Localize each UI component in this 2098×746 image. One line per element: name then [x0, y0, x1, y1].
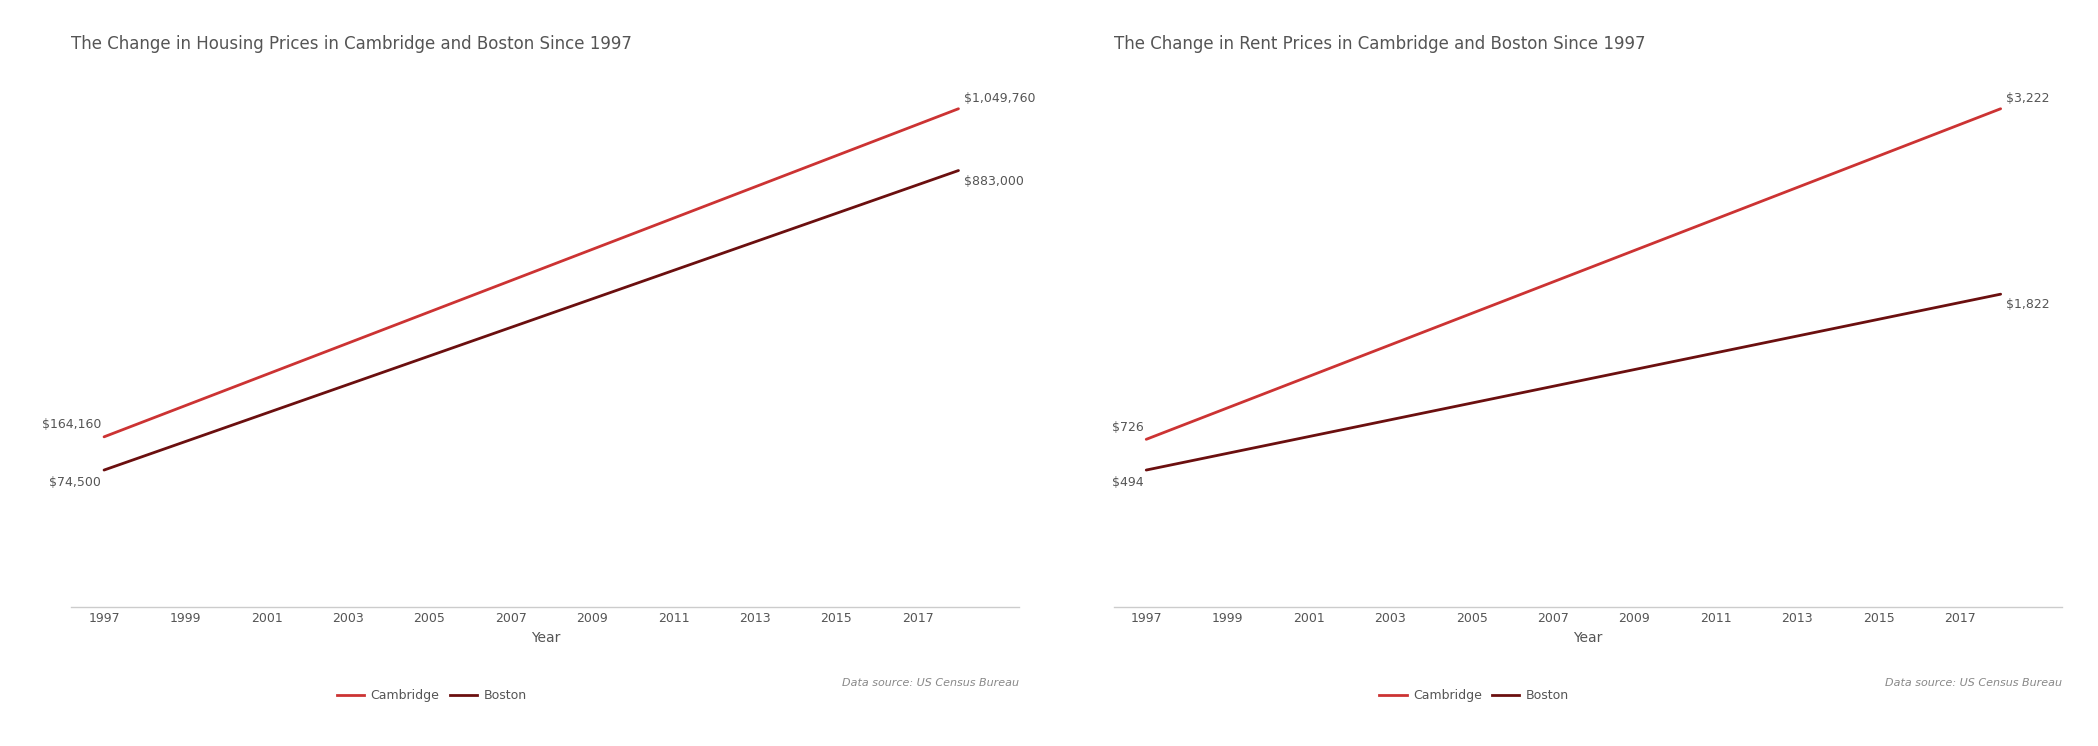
Text: The Change in Housing Prices in Cambridge and Boston Since 1997: The Change in Housing Prices in Cambridg… [71, 35, 631, 53]
X-axis label: Year: Year [1574, 631, 1603, 645]
Text: $3,222: $3,222 [2006, 92, 2050, 104]
Text: $1,822: $1,822 [2006, 298, 2050, 311]
Text: $164,160: $164,160 [42, 419, 101, 431]
Text: $883,000: $883,000 [963, 175, 1024, 188]
Text: $74,500: $74,500 [50, 476, 101, 489]
Text: The Change in Rent Prices in Cambridge and Boston Since 1997: The Change in Rent Prices in Cambridge a… [1114, 35, 1645, 53]
Text: Data source: US Census Bureau: Data source: US Census Bureau [843, 678, 1020, 688]
Text: $1,049,760: $1,049,760 [963, 92, 1036, 104]
Legend: Cambridge, Boston: Cambridge, Boston [1374, 684, 1574, 707]
Text: Data source: US Census Bureau: Data source: US Census Bureau [1884, 678, 2062, 688]
X-axis label: Year: Year [531, 631, 560, 645]
Legend: Cambridge, Boston: Cambridge, Boston [331, 684, 531, 707]
Text: $494: $494 [1112, 476, 1143, 489]
Text: $726: $726 [1112, 421, 1143, 433]
